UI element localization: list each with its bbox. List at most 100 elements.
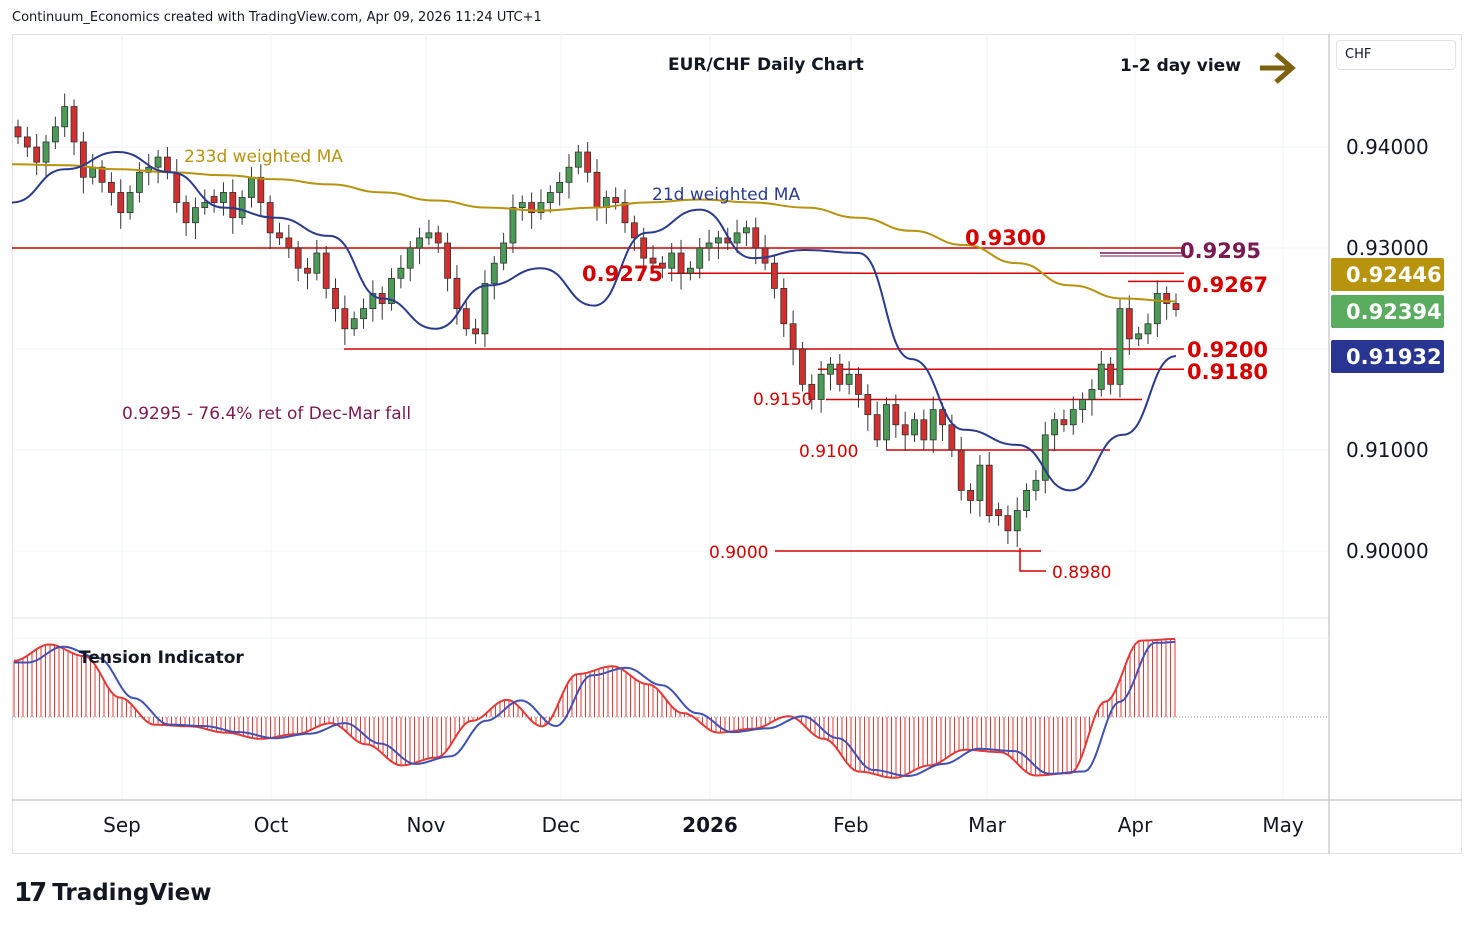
candle-79 [752, 217, 760, 265]
candle-111 [1051, 412, 1058, 452]
tradingview-wordmark: TradingView [52, 880, 212, 906]
candle-98 [929, 396, 937, 454]
x-tick-label: Sep [103, 813, 141, 837]
candle-96 [911, 412, 918, 442]
candle-89 [845, 361, 853, 395]
candle-51 [490, 256, 498, 300]
candle-52 [500, 232, 508, 271]
candle-82 [780, 278, 788, 337]
indicator-fast-line [13, 638, 1175, 779]
candle-70 [668, 242, 676, 282]
candle-97 [920, 409, 928, 450]
x-tick-label: Feb [833, 813, 868, 837]
candle-18 [182, 195, 190, 236]
candle-119 [1125, 295, 1133, 356]
candle-53 [509, 194, 517, 254]
candle-42 [406, 240, 414, 282]
candle-26 [257, 164, 265, 216]
candle-118 [1116, 298, 1124, 398]
candle-116 [1097, 351, 1105, 397]
candle-107 [1013, 497, 1021, 547]
candle-114 [1079, 392, 1087, 423]
x-tick-label: Apr [1118, 813, 1153, 837]
candle-59 [565, 154, 573, 199]
x-tick-label: Mar [968, 813, 1007, 837]
candle-122 [1153, 280, 1161, 337]
x-tick-label: Dec [542, 813, 581, 837]
candle-48 [462, 301, 470, 336]
candle-94 [892, 394, 900, 438]
candle-112 [1060, 409, 1068, 432]
level-label-0.9200: 0.9200 [1187, 338, 1268, 362]
candle-110 [1041, 421, 1049, 494]
candle-20 [201, 189, 209, 215]
price-axis: 0.94000 0.93000 0.91000 0.90000 [1346, 135, 1429, 563]
candle-81 [771, 256, 778, 299]
candle-115 [1088, 379, 1096, 416]
candle-39 [378, 286, 386, 320]
chart-attribution: Continuum_Economics created with Trading… [12, 10, 542, 25]
candle-5 [61, 93, 69, 137]
candle-117 [1107, 357, 1115, 395]
candle-95 [901, 411, 909, 452]
y-tick-label: 0.94000 [1346, 135, 1429, 159]
candle-24 [238, 190, 246, 225]
candle-65 [621, 189, 629, 233]
candle-23 [229, 179, 237, 234]
tradingview-logo[interactable]: 17 TradingView [14, 878, 212, 908]
candle-13 [136, 162, 143, 203]
candle-2 [33, 133, 41, 176]
candle-22 [220, 182, 227, 216]
candle-49 [472, 318, 479, 344]
level-label-0.9267: 0.9267 [1187, 273, 1268, 297]
x-tick-label: Oct [254, 813, 289, 837]
candle-80 [761, 234, 769, 271]
candle-45 [434, 225, 442, 254]
indicator-histogram [13, 639, 1176, 778]
candle-15 [154, 150, 162, 184]
candle-72 [686, 261, 694, 281]
chart-title: EUR/CHF Daily Chart [668, 55, 864, 75]
candle-102 [967, 483, 974, 514]
candle-60 [574, 144, 582, 175]
candle-109 [1032, 470, 1040, 501]
price-badge-2: 0.91932 [1331, 340, 1444, 373]
candle-17 [173, 159, 181, 213]
candle-31 [304, 258, 311, 290]
retracement-note: 0.9295 - 76.4% ret of Dec-Mar fall [122, 404, 411, 424]
candle-104 [985, 452, 993, 523]
level-label-0.9180: 0.9180 [1187, 360, 1268, 384]
ma21-label: 21d weighted MA [652, 185, 800, 205]
candle-29 [285, 224, 293, 259]
candle-93 [883, 397, 890, 450]
candle-44 [425, 219, 433, 245]
candle-21 [210, 189, 218, 213]
candle-0 [14, 119, 22, 144]
candle-84 [799, 341, 806, 392]
candle-19 [192, 197, 199, 239]
candle-16 [164, 147, 171, 180]
tension-indicator-pane [12, 637, 1329, 779]
ma233-label: 233d weighted MA [184, 147, 343, 167]
candle-69 [658, 256, 666, 279]
price-badges: 0.92446 0.92394 0.91932 [1331, 258, 1444, 373]
currency-selector[interactable]: CHF [1336, 40, 1456, 70]
candle-54 [518, 195, 526, 221]
candle-105 [995, 502, 1002, 526]
candle-62 [593, 159, 601, 221]
candle-77 [733, 219, 741, 254]
candle-113 [1069, 396, 1077, 435]
candle-92 [873, 401, 881, 447]
candle-38 [369, 280, 377, 322]
candle-4 [51, 116, 59, 150]
candle-1 [23, 126, 31, 158]
candle-32 [313, 239, 321, 281]
view-label: 1-2 day view [1120, 56, 1241, 76]
candle-35 [341, 295, 349, 345]
price-badge-0: 0.92446 [1331, 258, 1444, 291]
candle-68 [649, 244, 657, 271]
candle-124 [1172, 293, 1180, 317]
candle-74 [705, 229, 713, 262]
level-label-0.9000: 0.9000 [709, 543, 768, 563]
